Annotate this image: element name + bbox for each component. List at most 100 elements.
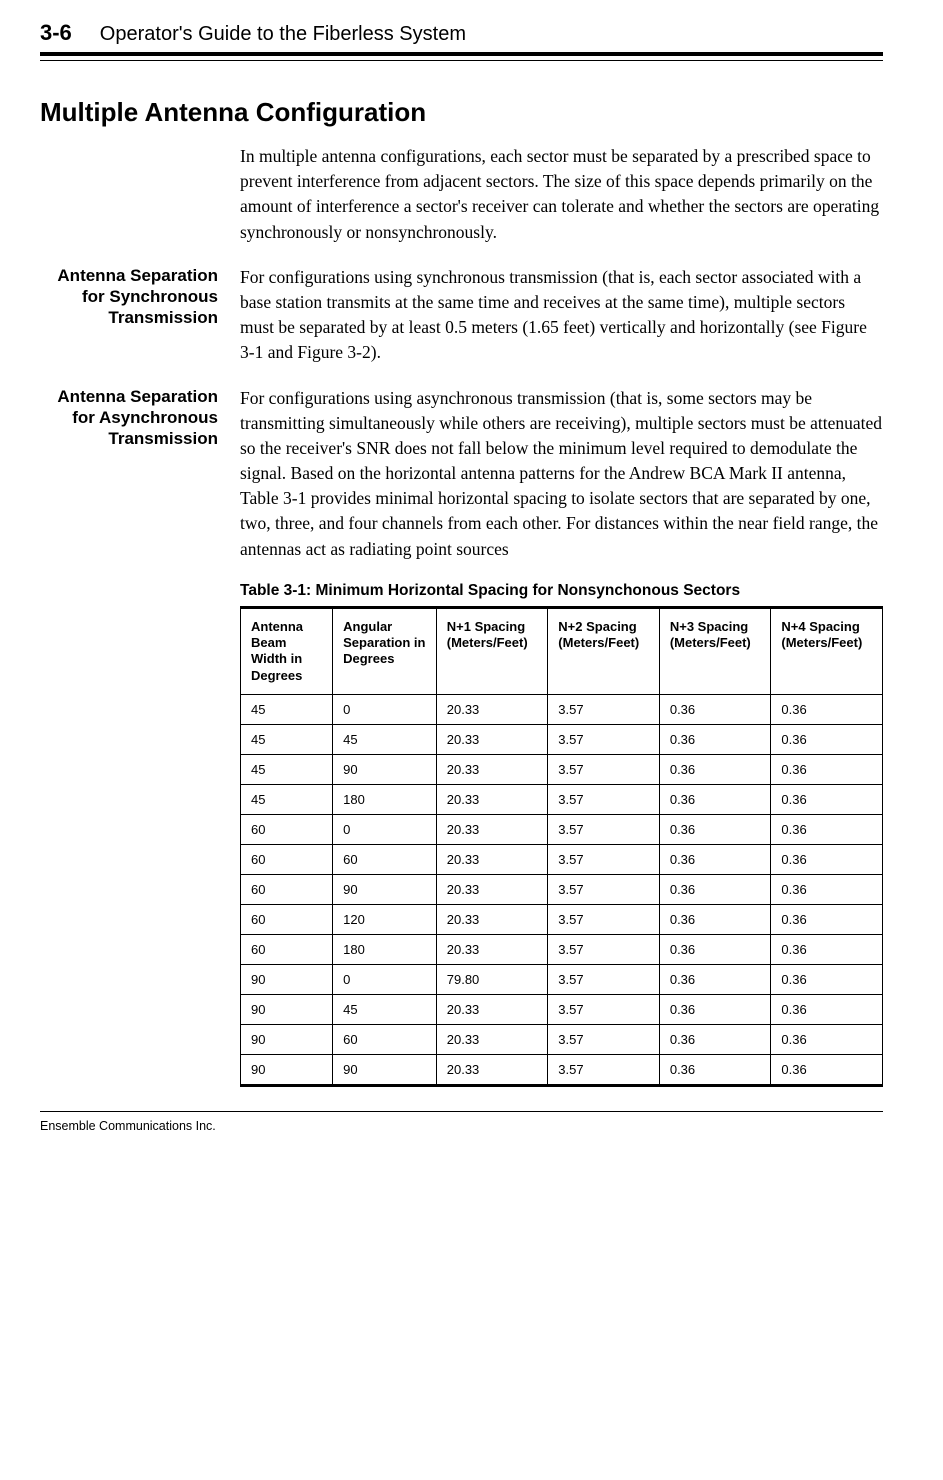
table-cell: 120: [333, 904, 437, 934]
sync-text: For configurations using synchronous tra…: [240, 265, 883, 366]
table-row: 4518020.333.570.360.36: [241, 784, 883, 814]
table-cell: 0.36: [659, 754, 771, 784]
table-cell: 90: [241, 994, 333, 1024]
table-cell: 3.57: [548, 874, 660, 904]
table-cell: 60: [333, 844, 437, 874]
table-cell: 0.36: [659, 934, 771, 964]
table-cell: 3.57: [548, 844, 660, 874]
table-cell: 0.36: [771, 874, 883, 904]
table-cell: 20.33: [436, 844, 548, 874]
table-row: 606020.333.570.360.36: [241, 844, 883, 874]
table-row: 45020.333.570.360.36: [241, 694, 883, 724]
table-cell: 60: [241, 814, 333, 844]
th-n4: N+4 Spacing (Meters/Feet): [771, 607, 883, 694]
table-cell: 0.36: [771, 754, 883, 784]
section-title: Multiple Antenna Configuration: [40, 97, 883, 128]
sync-label: Antenna Separation for Synchronous Trans…: [40, 265, 240, 366]
footer-text: Ensemble Communications Inc.: [40, 1119, 216, 1133]
table-cell: 0.36: [659, 844, 771, 874]
table-cell: 20.33: [436, 724, 548, 754]
table-row: 904520.333.570.360.36: [241, 994, 883, 1024]
table-cell: 0.36: [771, 1024, 883, 1054]
table-cell: 0.36: [771, 964, 883, 994]
table-cell: 20.33: [436, 1054, 548, 1085]
running-header: 3-6 Operator's Guide to the Fiberless Sy…: [40, 20, 883, 46]
table-cell: 0.36: [659, 874, 771, 904]
table-cell: 3.57: [548, 784, 660, 814]
table-cell: 20.33: [436, 694, 548, 724]
table-body: 45020.333.570.360.36454520.333.570.360.3…: [241, 694, 883, 1085]
table-cell: 90: [333, 754, 437, 784]
table-row: 906020.333.570.360.36: [241, 1024, 883, 1054]
table-cell: 45: [241, 754, 333, 784]
table-cell: 45: [333, 994, 437, 1024]
table-cell: 0: [333, 964, 437, 994]
table-row: 6012020.333.570.360.36: [241, 904, 883, 934]
table-cell: 0.36: [771, 724, 883, 754]
table-cell: 60: [241, 874, 333, 904]
table-cell: 180: [333, 784, 437, 814]
table-cell: 0.36: [659, 994, 771, 1024]
spacing-table: Antenna Beam Width in Degrees Angular Se…: [240, 606, 883, 1087]
th-n1: N+1 Spacing (Meters/Feet): [436, 607, 548, 694]
table-cell: 3.57: [548, 754, 660, 784]
header-rule: [40, 52, 883, 61]
table-cell: 20.33: [436, 754, 548, 784]
table-cell: 0.36: [659, 784, 771, 814]
table-cell: 45: [241, 724, 333, 754]
table-cell: 0.36: [771, 694, 883, 724]
async-label: Antenna Separation for Asynchronous Tran…: [40, 386, 240, 562]
table-row: 459020.333.570.360.36: [241, 754, 883, 784]
table-cell: 20.33: [436, 784, 548, 814]
table-cell: 60: [241, 934, 333, 964]
table-cell: 90: [241, 1024, 333, 1054]
table-cell: 3.57: [548, 694, 660, 724]
table-row: 909020.333.570.360.36: [241, 1054, 883, 1085]
table-row: 6018020.333.570.360.36: [241, 934, 883, 964]
table-cell: 60: [241, 904, 333, 934]
table-cell: 20.33: [436, 814, 548, 844]
table-cell: 0.36: [771, 844, 883, 874]
table-cell: 3.57: [548, 904, 660, 934]
table-cell: 90: [333, 874, 437, 904]
async-block: Antenna Separation for Asynchronous Tran…: [40, 386, 883, 562]
table-cell: 0: [333, 814, 437, 844]
table-row: 60020.333.570.360.36: [241, 814, 883, 844]
sync-block: Antenna Separation for Synchronous Trans…: [40, 265, 883, 366]
table-cell: 45: [241, 694, 333, 724]
table-cell: 20.33: [436, 994, 548, 1024]
table-cell: 90: [333, 1054, 437, 1085]
table-cell: 180: [333, 934, 437, 964]
table-cell: 0.36: [771, 994, 883, 1024]
table-cell: 0.36: [659, 964, 771, 994]
table-cell: 3.57: [548, 934, 660, 964]
table-cell: 60: [333, 1024, 437, 1054]
table-cell: 0.36: [659, 814, 771, 844]
th-n3: N+3 Spacing (Meters/Feet): [659, 607, 771, 694]
table-cell: 90: [241, 964, 333, 994]
table-cell: 0.36: [659, 694, 771, 724]
intro-text: In multiple antenna configurations, each…: [240, 144, 883, 245]
table-cell: 79.80: [436, 964, 548, 994]
table-cell: 20.33: [436, 1024, 548, 1054]
table-cell: 0.36: [659, 724, 771, 754]
table-cell: 45: [333, 724, 437, 754]
table-cell: 0.36: [771, 904, 883, 934]
intro-block: In multiple antenna configurations, each…: [40, 144, 883, 245]
table-cell: 0: [333, 694, 437, 724]
table-cell: 0.36: [771, 814, 883, 844]
table-cell: 60: [241, 844, 333, 874]
table-cell: 0.36: [771, 1054, 883, 1085]
table-cell: 45: [241, 784, 333, 814]
th-beam-width: Antenna Beam Width in Degrees: [241, 607, 333, 694]
footer-rule: Ensemble Communications Inc.: [40, 1111, 883, 1135]
page: 3-6 Operator's Guide to the Fiberless Sy…: [0, 0, 943, 1155]
table-cell: 3.57: [548, 994, 660, 1024]
table-cell: 3.57: [548, 724, 660, 754]
table-cell: 0.36: [771, 784, 883, 814]
table-cell: 3.57: [548, 1024, 660, 1054]
table-cell: 0.36: [771, 934, 883, 964]
table-cell: 90: [241, 1054, 333, 1085]
th-n2: N+2 Spacing (Meters/Feet): [548, 607, 660, 694]
th-angular-sep: Angular Separation in Degrees: [333, 607, 437, 694]
